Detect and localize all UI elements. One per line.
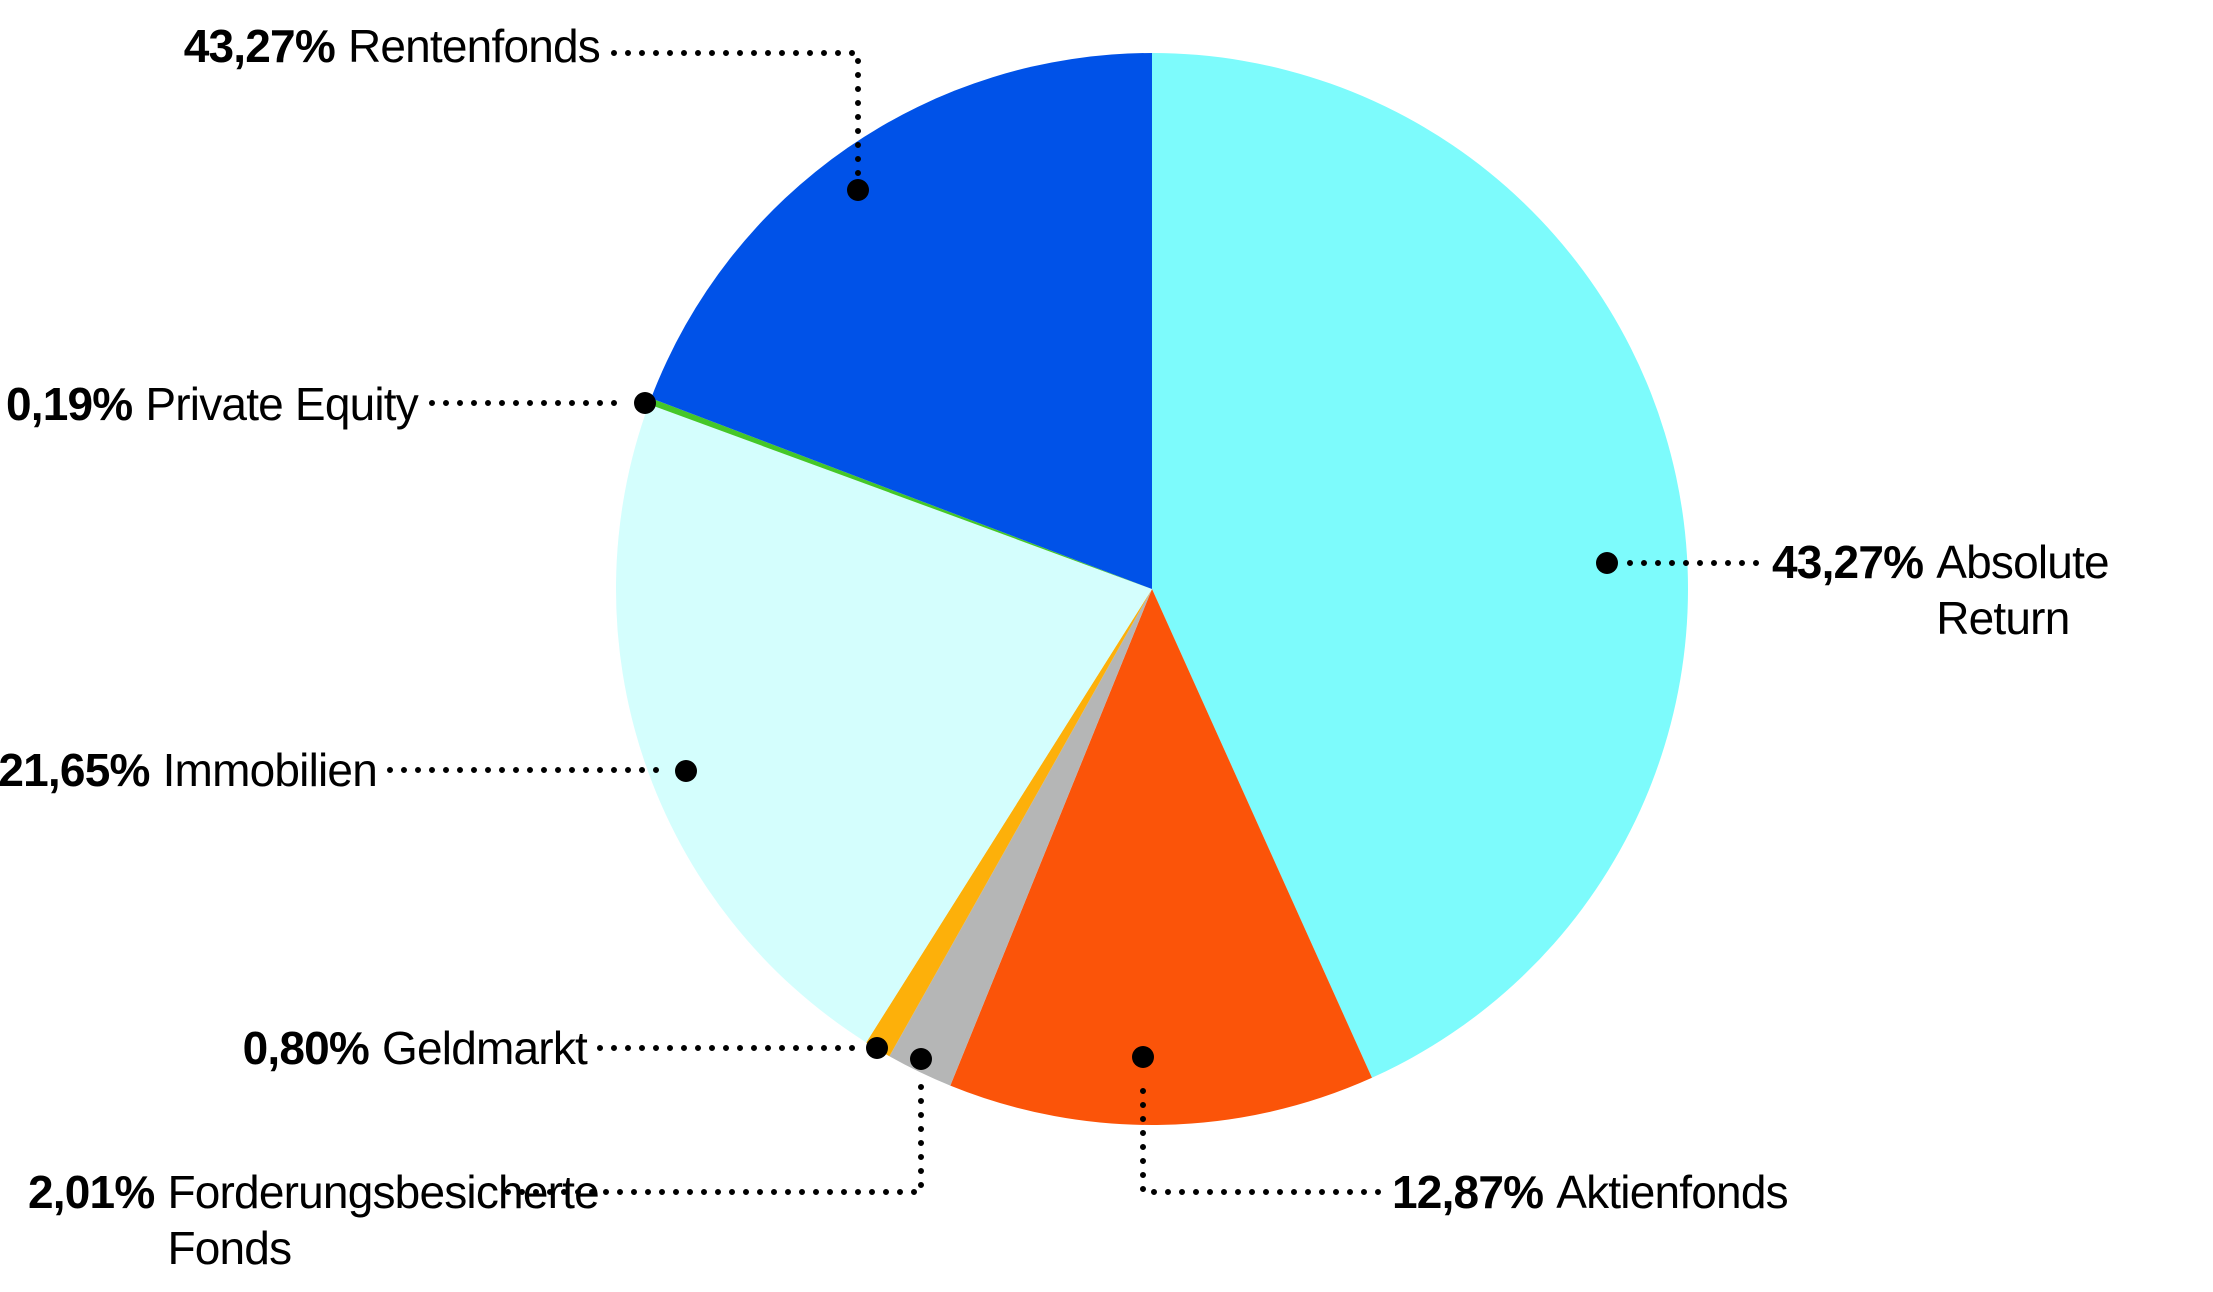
slice-name: Absolute Return bbox=[1936, 536, 2109, 644]
slice-name: Private Equity bbox=[145, 378, 418, 430]
slice-label-geldmarkt: 0,80% Geldmarkt bbox=[242, 1020, 588, 1076]
leader-line-aktienfonds bbox=[1140, 1077, 1381, 1195]
leader-line-forderungsbesicherte-fonds bbox=[505, 1078, 924, 1195]
pie-slice-private-equity bbox=[648, 398, 1152, 589]
slice-value: 12,87% bbox=[1392, 1166, 1544, 1218]
pie-slice-aktienfonds bbox=[950, 589, 1372, 1126]
slice-name: Immobilien bbox=[162, 744, 378, 796]
slice-label-forderungsbesicherte-fonds: 2,01% Forderungsbesicherte Fonds bbox=[28, 1164, 600, 1276]
leader-dot-immobilien bbox=[675, 760, 697, 782]
slice-name: Aktienfonds bbox=[1556, 1166, 1788, 1218]
leader-dot-geldmarkt bbox=[866, 1037, 888, 1059]
slice-name: Rentenfonds bbox=[347, 20, 601, 72]
pie-slice-absolute-return bbox=[1152, 53, 1689, 1078]
leader-dot-private-equity bbox=[634, 392, 656, 414]
slice-label-absolute-return: 43,27% Absolute Return bbox=[1772, 534, 2110, 646]
slice-name: Forderungsbesicherte Fonds bbox=[167, 1166, 599, 1274]
slice-value: 43,27% bbox=[1772, 536, 1924, 588]
leader-dot-forderungsbesicherte-fonds bbox=[910, 1048, 932, 1070]
slice-value: 21,65% bbox=[0, 744, 150, 796]
pie-slice-rentenfonds bbox=[651, 53, 1152, 589]
leader-dot-rentenfonds bbox=[847, 179, 869, 201]
slice-label-aktienfonds: 12,87% Aktienfonds bbox=[1392, 1164, 1789, 1220]
slice-value: 0,19% bbox=[5, 378, 133, 430]
pie-slice-geldmarkt bbox=[866, 589, 1152, 1057]
slice-value: 0,80% bbox=[242, 1022, 370, 1074]
leader-dot-aktienfonds bbox=[1132, 1046, 1154, 1068]
pie-slice-immobilien bbox=[616, 404, 1152, 1043]
slice-label-private-equity: 0,19% Private Equity bbox=[5, 376, 419, 432]
slice-name: Geldmarkt bbox=[382, 1022, 588, 1074]
slice-label-immobilien: 21,65% Immobilien bbox=[0, 742, 378, 798]
slice-value: 43,27% bbox=[183, 20, 336, 72]
pie-slice-forderungsbesicherte-fonds bbox=[889, 589, 1152, 1086]
leader-dot-absolute-return bbox=[1596, 552, 1618, 574]
leader-line-rentenfonds bbox=[611, 50, 861, 177]
slice-value: 2,01% bbox=[28, 1166, 155, 1218]
slice-label-rentenfonds: 43,27% Rentenfonds bbox=[183, 18, 601, 74]
